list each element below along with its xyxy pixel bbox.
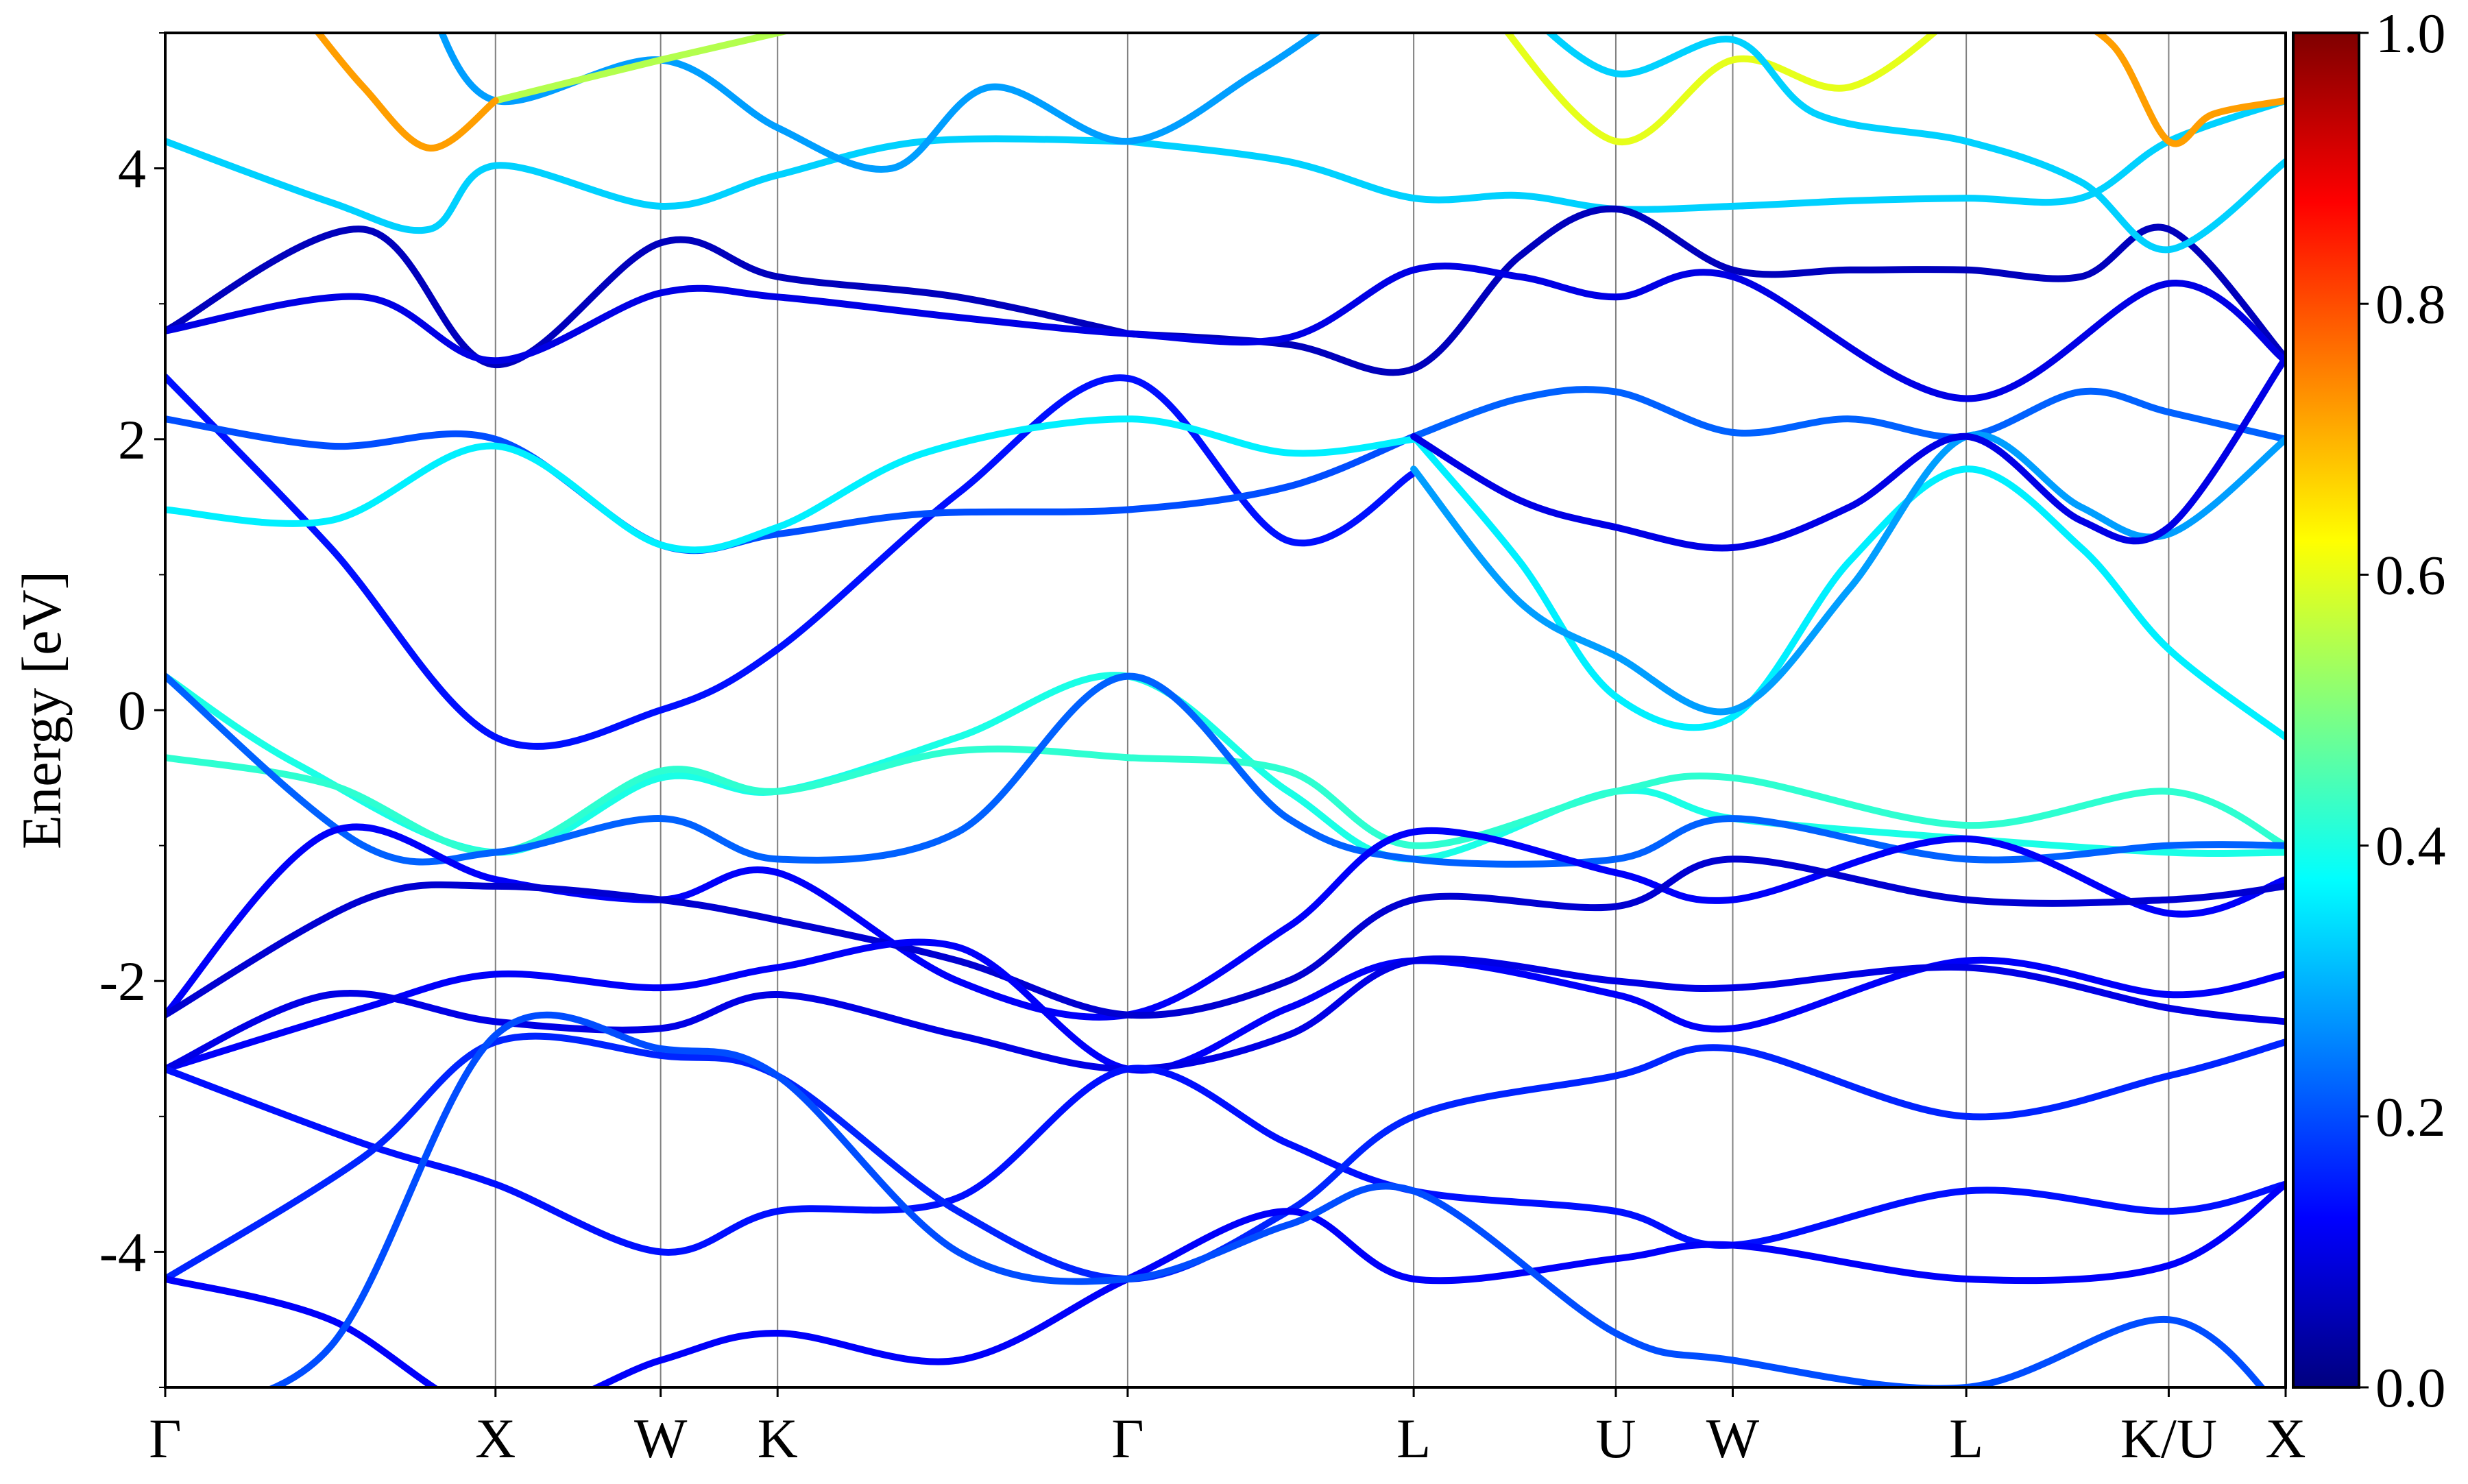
x-tick-label: W [1706, 1407, 1760, 1470]
x-tick-label: Γ [149, 1407, 181, 1470]
colorbar-tick-label: 0.4 [2375, 815, 2446, 877]
band-line [1124, 205, 2286, 376]
x-axis-ticks: Γ X W K Γ L U W L K/U X [149, 1387, 2306, 1470]
band-line [165, 855, 2286, 1019]
y-tick-label: 0 [118, 679, 146, 742]
x-tick-label: K [758, 1407, 798, 1470]
colorbar-tick-label: 0.2 [2375, 1086, 2446, 1148]
colorbar-gradient [2292, 32, 2360, 1389]
y-tick-label: 2 [118, 409, 146, 471]
band-line [1124, 97, 2286, 213]
band-line [314, 33, 499, 152]
colorbar-tick-label: 0.0 [2375, 1357, 2446, 1419]
x-tick-label: K/U [2120, 1407, 2217, 1470]
band-lines [165, 33, 2286, 1387]
x-tick-label: L [1396, 1407, 1431, 1470]
band-line [165, 135, 1131, 234]
band-line [165, 1065, 2286, 1256]
y-tick-label: -4 [99, 1221, 146, 1283]
band-line [438, 33, 1322, 173]
band-line [1410, 354, 2286, 552]
band-line [165, 415, 1418, 555]
colorbar: 0.0 0.2 0.4 0.6 0.8 1.0 [2292, 2, 2446, 1419]
colorbar-ticks: 0.0 0.2 0.4 0.6 0.8 1.0 [2359, 2, 2446, 1419]
x-tick-label: X [2265, 1407, 2306, 1470]
kpoint-gridlines [494, 33, 2170, 1387]
band-line [165, 672, 2286, 863]
x-tick-label: X [475, 1407, 516, 1470]
band-line [165, 672, 2286, 868]
colorbar-tick-label: 0.8 [2375, 273, 2446, 335]
band-line [1545, 33, 2286, 254]
band-line [165, 1032, 2286, 1282]
band-line [165, 1180, 2286, 1387]
band-line [1410, 433, 2286, 741]
y-tick-label: 4 [118, 138, 146, 200]
band-line [1410, 386, 2286, 443]
band-line [2092, 33, 2286, 147]
x-tick-label: W [634, 1407, 688, 1470]
x-tick-label: L [1949, 1407, 1983, 1470]
band-line [165, 823, 2286, 1021]
band-line [1410, 431, 2286, 716]
y-axis-ticks: -4 -2 0 2 4 [99, 32, 165, 1388]
band-line [165, 373, 1418, 750]
band-line [165, 415, 1418, 554]
band-line [266, 1011, 2266, 1387]
y-tick-label: -2 [99, 950, 146, 1012]
plot-frame [164, 32, 2287, 1389]
x-tick-label: Γ [1111, 1407, 1144, 1470]
y-axis-label: Energy [eV] [10, 571, 73, 849]
colorbar-tick-label: 1.0 [2375, 2, 2446, 64]
band-line [165, 263, 2286, 402]
x-tick-label: U [1595, 1407, 1636, 1470]
colorbar-tick-label: 0.6 [2375, 544, 2446, 606]
band-line [1503, 33, 1939, 146]
band-line [492, 33, 793, 104]
band-line [165, 226, 1131, 369]
